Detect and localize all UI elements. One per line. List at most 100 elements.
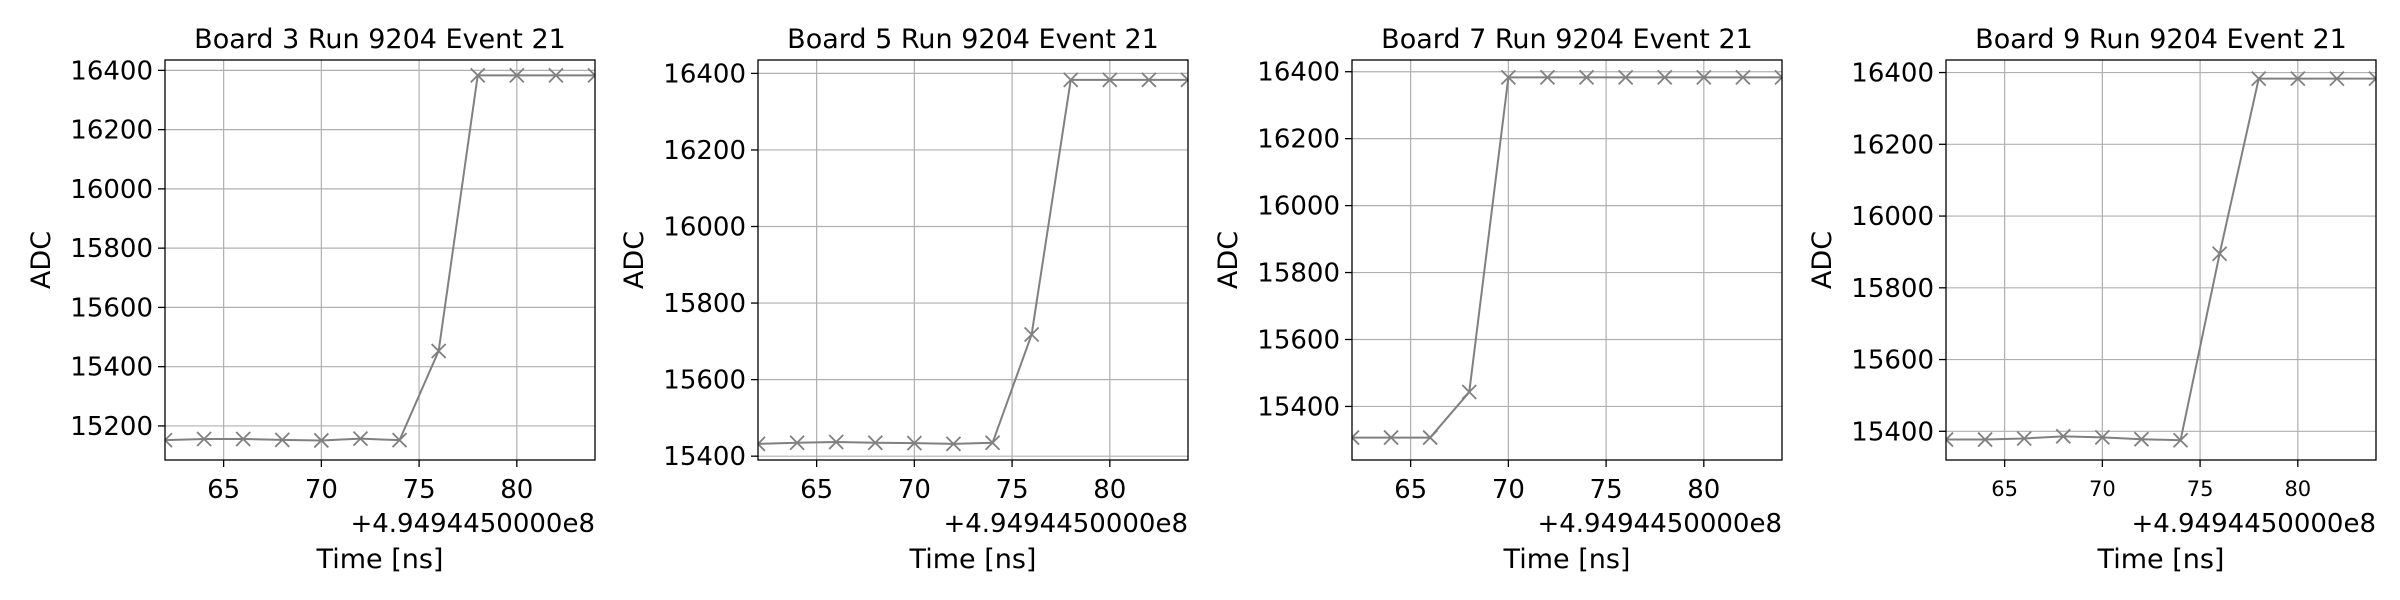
y-tick-label: 15400 <box>70 353 153 383</box>
data-point <box>391 432 408 448</box>
series-line <box>758 78 1188 445</box>
y-tick-label: 16200 <box>663 136 746 166</box>
data-point <box>1180 72 1188 88</box>
data-point-stroke <box>1696 69 1712 86</box>
x-axis-label: Time [ns] <box>316 544 444 575</box>
data-point-stroke <box>1352 429 1360 439</box>
data-point <box>758 436 766 452</box>
data-point-stroke <box>274 432 290 448</box>
data-point <box>1696 69 1712 86</box>
data-point-stroke <box>165 432 173 442</box>
series-group <box>1946 71 2376 448</box>
data-point <box>2290 71 2306 87</box>
x-tick-label: 65 <box>800 475 833 505</box>
data-point <box>1102 72 1118 88</box>
data-point-stroke <box>2329 71 2345 87</box>
y-tick-label: 16400 <box>1851 59 1934 89</box>
x-tick-label: 65 <box>1991 477 2018 501</box>
data-point-stroke <box>548 67 564 84</box>
data-point-stroke <box>2251 71 2267 87</box>
data-point <box>196 431 212 447</box>
plot-frame <box>164 59 596 461</box>
data-point-stroke <box>828 434 844 450</box>
data-point <box>1977 431 1993 448</box>
data-point-stroke <box>165 438 173 448</box>
x-tick-label: 70 <box>305 475 338 505</box>
data-point-stroke <box>1063 72 1079 88</box>
y-tick-label: 15800 <box>1851 274 1934 304</box>
x-tick-label: 80 <box>500 475 533 505</box>
y-tick-label: 16400 <box>1257 58 1340 88</box>
series-line <box>1946 77 2376 442</box>
y-tick-label: 16000 <box>70 175 153 205</box>
chart-title: Board 5 Run 9204 Event 21 <box>787 24 1159 55</box>
y-tick-label: 15400 <box>1257 392 1340 422</box>
data-point-stroke <box>2133 431 2150 447</box>
data-point <box>509 67 525 84</box>
data-point <box>430 343 447 359</box>
subplot-2: 65 70 75 80 15400 15600 15800 16000 16200 16400 Bo… <box>619 24 1189 575</box>
y-tick-label: 15600 <box>1851 346 1934 376</box>
x-tick-label: 75 <box>1590 475 1623 505</box>
data-point-stroke <box>906 435 923 451</box>
data-point <box>984 435 1001 451</box>
data-point-stroke <box>1141 72 1157 88</box>
y-axis-label: ADC <box>1807 231 1838 289</box>
data-point <box>1422 429 1438 446</box>
y-tick-label: 15200 <box>70 412 153 442</box>
data-point-stroke <box>313 432 330 449</box>
data-point-stroke <box>1023 326 1040 343</box>
plot-frame <box>757 59 1189 461</box>
plot-frame <box>1351 59 1783 461</box>
series-group <box>165 67 595 449</box>
data-point <box>867 435 883 451</box>
data-point <box>2094 429 2110 446</box>
x-tick-label: 80 <box>2284 477 2311 501</box>
data-point <box>1657 69 1673 86</box>
x-tick-label: 75 <box>996 475 1029 505</box>
data-point <box>2368 71 2376 87</box>
data-point-stroke <box>509 67 525 84</box>
series-line <box>1352 76 1782 439</box>
subplot-4: 65 70 75 80 15400 15600 15800 16000 16200 16400 Bo… <box>1807 24 2377 575</box>
data-point-stroke <box>470 67 486 84</box>
data-point-stroke <box>1539 69 1556 86</box>
data-point-stroke <box>1657 69 1673 86</box>
data-point <box>548 67 564 84</box>
series-line <box>165 74 595 442</box>
data-point-stroke <box>2368 77 2376 87</box>
data-point-stroke <box>1735 69 1751 86</box>
x-offset-label: +4.9494450000e8 <box>2131 509 2376 539</box>
data-point-stroke <box>1422 429 1438 446</box>
data-point-stroke <box>1180 78 1188 88</box>
plot-frame <box>1945 59 2377 461</box>
data-point-stroke <box>2290 71 2306 87</box>
data-point-stroke <box>1500 69 1517 86</box>
data-point <box>1946 431 1954 448</box>
y-axis-label: ADC <box>26 231 57 289</box>
chart-title: Board 3 Run 9204 Event 21 <box>194 24 566 55</box>
data-point <box>2172 432 2189 448</box>
y-tick-label: 16400 <box>663 59 746 89</box>
x-offset-label: +4.9494450000e8 <box>943 509 1188 539</box>
x-axis-label: Time [ns] <box>909 544 1037 575</box>
y-axis-label: ADC <box>619 231 650 289</box>
series-group <box>1352 69 1782 446</box>
data-point <box>470 67 486 84</box>
data-point-stroke <box>945 436 962 452</box>
data-point-stroke <box>758 436 766 446</box>
data-point-stroke <box>1578 69 1595 86</box>
data-point <box>1461 384 1477 400</box>
data-point <box>274 432 290 448</box>
data-point <box>1383 429 1399 446</box>
data-point <box>587 67 595 84</box>
data-point-stroke <box>352 431 369 447</box>
data-point <box>2212 246 2228 262</box>
x-tick-label: 75 <box>2187 477 2214 501</box>
subplot-3: 65 70 75 80 15400 15600 15800 16000 16200 16400 Bo… <box>1213 24 1783 575</box>
data-point <box>2251 71 2267 87</box>
data-point <box>2329 71 2345 87</box>
y-tick-label: 16200 <box>1257 125 1340 155</box>
data-point-stroke <box>1461 384 1477 400</box>
